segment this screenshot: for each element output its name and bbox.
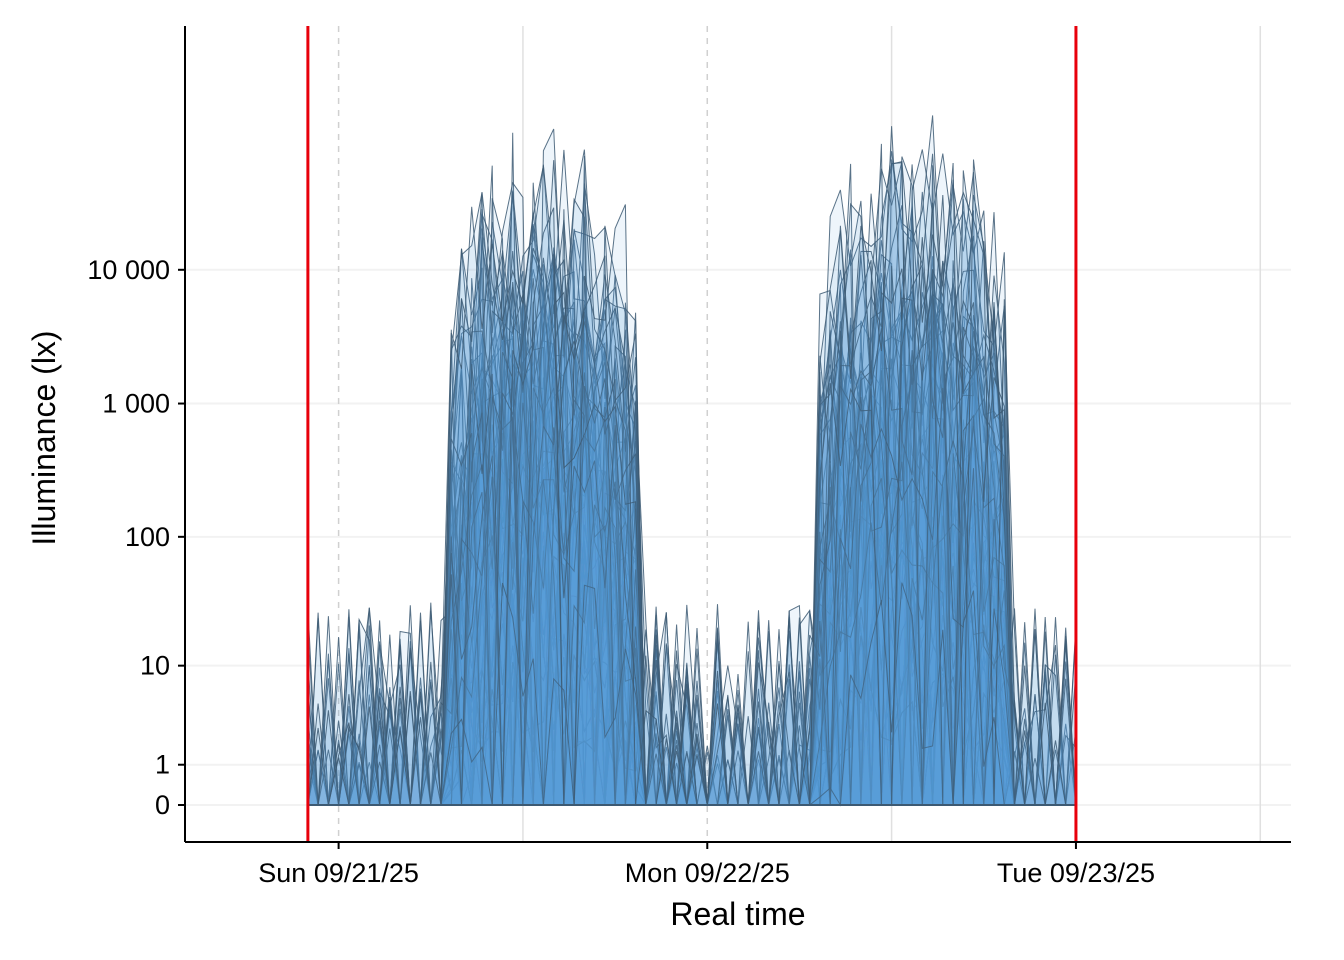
y-tick-label: 1 000 bbox=[102, 389, 170, 419]
x-tick-labels: Sun 09/21/25 Mon 09/22/25 Tue 09/23/25 bbox=[258, 842, 1155, 888]
y-axis-title: Illuminance (lx) bbox=[26, 330, 62, 545]
x-axis-title: Real time bbox=[670, 896, 805, 932]
y-tick-label: 0 bbox=[155, 790, 170, 820]
y-tick-label: 100 bbox=[125, 522, 170, 552]
y-tick-label: 1 bbox=[155, 750, 170, 780]
x-tick-label: Tue 09/23/25 bbox=[997, 858, 1155, 888]
series-area bbox=[307, 387, 1076, 805]
series-area bbox=[307, 257, 1076, 805]
series-area bbox=[307, 440, 1076, 805]
series-area bbox=[307, 126, 1076, 806]
series-area bbox=[307, 237, 1076, 805]
series-area bbox=[307, 274, 1076, 805]
y-tick-label: 10 000 bbox=[87, 255, 170, 285]
y-tick-labels: 0 1 10 100 1 000 10 000 bbox=[87, 255, 185, 820]
reference-lines bbox=[306, 26, 1078, 842]
y-tick-label: 10 bbox=[140, 651, 170, 681]
x-tick-label: Sun 09/21/25 bbox=[258, 858, 419, 888]
x-tick-label: Mon 09/22/25 bbox=[625, 858, 790, 888]
axes bbox=[184, 26, 1291, 843]
series-group bbox=[307, 115, 1077, 807]
series-line bbox=[307, 205, 1076, 806]
series-area bbox=[307, 254, 1076, 805]
